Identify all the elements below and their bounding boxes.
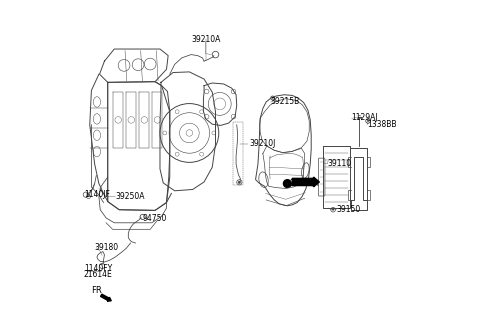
- Text: 39210J: 39210J: [249, 139, 276, 148]
- Text: 1338BB: 1338BB: [367, 120, 397, 129]
- Circle shape: [271, 96, 275, 100]
- Text: 1338BA: 1338BA: [289, 179, 319, 188]
- Circle shape: [283, 180, 291, 188]
- Circle shape: [332, 209, 334, 211]
- Text: 1129AJ: 1129AJ: [351, 113, 378, 122]
- Text: 39150: 39150: [336, 205, 360, 214]
- Text: 94750: 94750: [143, 215, 167, 223]
- Circle shape: [238, 181, 240, 184]
- Text: 21614E: 21614E: [84, 270, 113, 279]
- Text: 1140FY: 1140FY: [84, 264, 112, 273]
- FancyArrow shape: [292, 177, 319, 187]
- FancyArrow shape: [101, 294, 111, 301]
- Circle shape: [272, 97, 273, 99]
- Text: 39250A: 39250A: [115, 192, 145, 200]
- Text: 39215B: 39215B: [271, 97, 300, 107]
- Circle shape: [367, 120, 369, 122]
- Text: 39180: 39180: [95, 243, 119, 252]
- Text: 39110: 39110: [327, 159, 352, 168]
- Text: 39210A: 39210A: [191, 35, 220, 44]
- Text: 1140JF: 1140JF: [84, 190, 110, 199]
- Text: FR: FR: [91, 286, 102, 295]
